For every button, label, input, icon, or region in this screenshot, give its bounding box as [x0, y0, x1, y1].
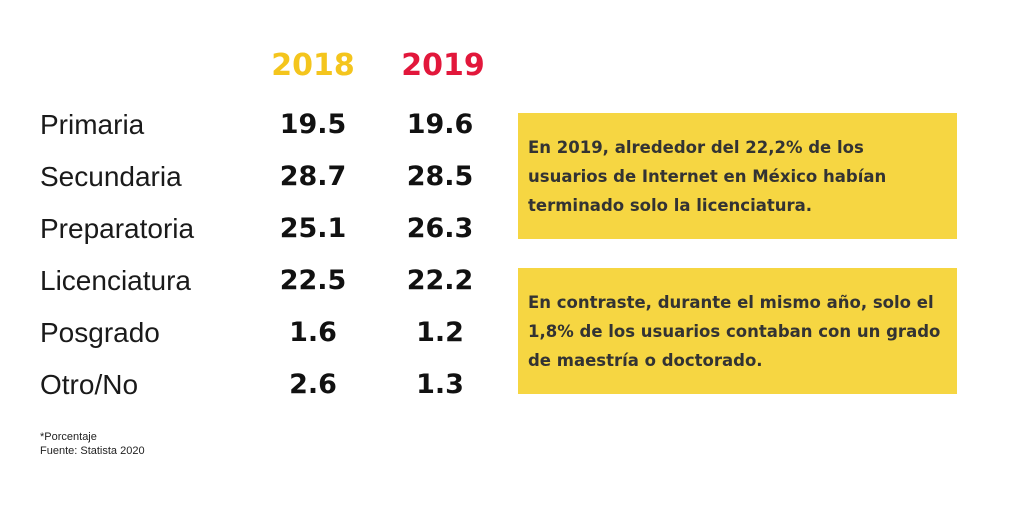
row-label: Otro/No: [40, 369, 139, 400]
table-row: Secundaria 28.7 28.5: [0, 159, 500, 211]
value-cell-2018: 19.5: [279, 109, 347, 140]
value-cell-2019: 1.3: [416, 369, 464, 400]
value-cell-2019: 28.5: [406, 161, 474, 192]
note-box-licenciatura: En 2019, alrededor del 22,2% de los usua…: [518, 113, 957, 239]
table-row: Otro/No 2.6 1.3: [0, 367, 500, 419]
row-label: Primaria: [40, 109, 145, 140]
value-cell-2019: 26.3: [406, 213, 474, 244]
row-label: Secundaria: [40, 161, 182, 192]
table-row: Primaria 19.5 19.6: [0, 107, 500, 159]
row-label: Licenciatura: [40, 265, 191, 296]
value-cell-2018: 25.1: [279, 213, 347, 244]
value-cell-2018: 28.7: [279, 161, 347, 192]
row-label: Posgrado: [40, 317, 160, 348]
row-label: Preparatoria: [40, 213, 195, 244]
footnote-source: Fuente: Statista 2020: [40, 445, 145, 457]
value-cell-2019: 1.2: [416, 317, 464, 348]
value-cell-2018: 2.6: [289, 369, 337, 400]
table-row: Posgrado 1.6 1.2: [0, 315, 500, 367]
value-cell-2019: 19.6: [406, 109, 474, 140]
value-cell-2018: 22.5: [279, 265, 347, 296]
value-cell-2019: 22.2: [406, 265, 474, 296]
year-header-2019: 2019: [401, 48, 485, 83]
footnote-unit: *Porcentaje: [40, 431, 97, 443]
note-box-posgrado: En contraste, durante el mismo año, solo…: [518, 268, 957, 394]
table-row: Licenciatura 22.5 22.2: [0, 263, 500, 315]
table-row: Preparatoria 25.1 26.3: [0, 211, 500, 263]
value-cell-2018: 1.6: [289, 317, 337, 348]
year-header-2018: 2018: [271, 48, 355, 83]
